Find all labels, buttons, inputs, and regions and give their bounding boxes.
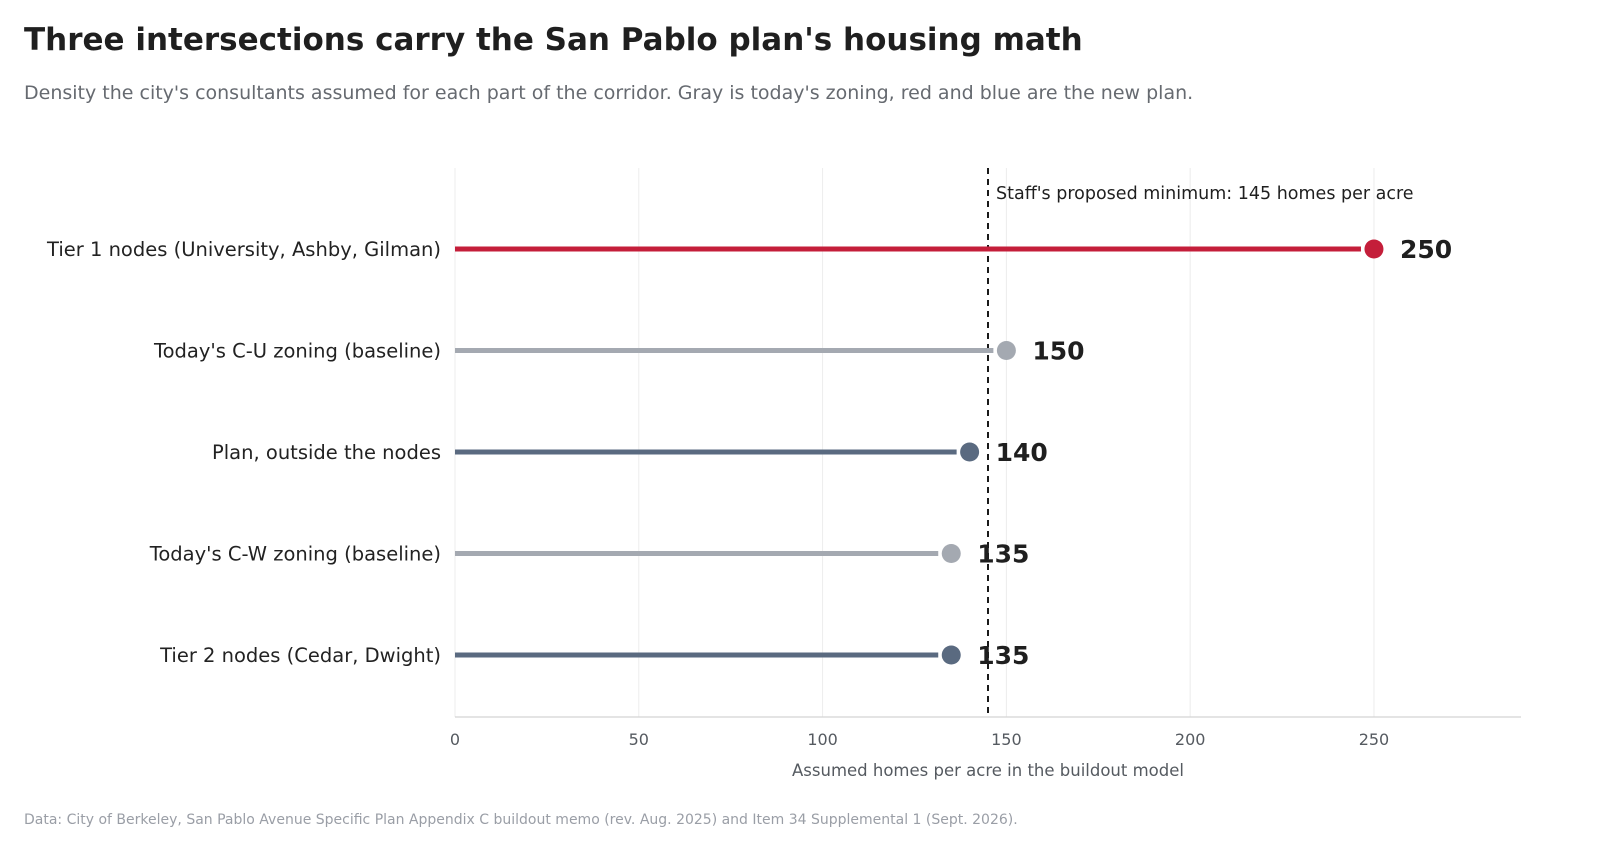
value-label: 150 bbox=[1032, 337, 1084, 366]
x-tick-label: 0 bbox=[450, 730, 460, 749]
grid-lines bbox=[454, 168, 1375, 717]
category-label: Today's C-W zoning (baseline) bbox=[149, 543, 441, 566]
reference-line-label: Staff's proposed minimum: 145 homes per … bbox=[996, 184, 1414, 204]
x-tick-label: 150 bbox=[991, 730, 1022, 749]
x-tick-label: 100 bbox=[807, 730, 838, 749]
lollipop-row: Tier 1 nodes (University, Ashby, Gilman)… bbox=[46, 235, 1452, 264]
reference-line-group: Staff's proposed minimum: 145 homes per … bbox=[987, 168, 1414, 717]
x-axis-title: Assumed homes per acre in the buildout m… bbox=[792, 761, 1184, 780]
value-label: 250 bbox=[1400, 235, 1452, 264]
x-tick-label: 50 bbox=[629, 730, 649, 749]
value-label: 135 bbox=[977, 641, 1029, 670]
x-tick-label: 200 bbox=[1175, 730, 1206, 749]
category-label: Plan, outside the nodes bbox=[212, 441, 441, 464]
lollipop-dot bbox=[941, 645, 961, 665]
lollipop-row: Today's C-U zoning (baseline) 150 bbox=[153, 337, 1085, 366]
value-label: 135 bbox=[977, 540, 1029, 569]
category-label: Tier 2 nodes (Cedar, Dwight) bbox=[159, 644, 441, 667]
chart-subtitle: Density the city's consultants assumed f… bbox=[24, 82, 1194, 104]
value-label: 140 bbox=[996, 438, 1048, 467]
x-tick-labels: 0 50 100 150 200 250 bbox=[450, 730, 1389, 749]
source-note: Data: City of Berkeley, San Pablo Avenue… bbox=[24, 812, 1018, 828]
lollipop-row: Today's C-W zoning (baseline) 135 bbox=[149, 540, 1030, 569]
lollipop-dot bbox=[960, 442, 980, 462]
x-tick-label: 250 bbox=[1359, 730, 1390, 749]
lollipop-marks: Tier 1 nodes (University, Ashby, Gilman)… bbox=[46, 235, 1452, 670]
chart-title: Three intersections carry the San Pablo … bbox=[24, 22, 1083, 58]
lollipop-dot bbox=[996, 341, 1016, 360]
category-label: Tier 1 nodes (University, Ashby, Gilman) bbox=[46, 238, 441, 261]
category-label: Today's C-U zoning (baseline) bbox=[153, 340, 441, 363]
lollipop-row: Plan, outside the nodes 140 bbox=[212, 438, 1048, 467]
lollipop-dot bbox=[1364, 239, 1384, 259]
lollipop-dot bbox=[941, 544, 961, 563]
lollipop-row: Tier 2 nodes (Cedar, Dwight) 135 bbox=[159, 641, 1029, 670]
